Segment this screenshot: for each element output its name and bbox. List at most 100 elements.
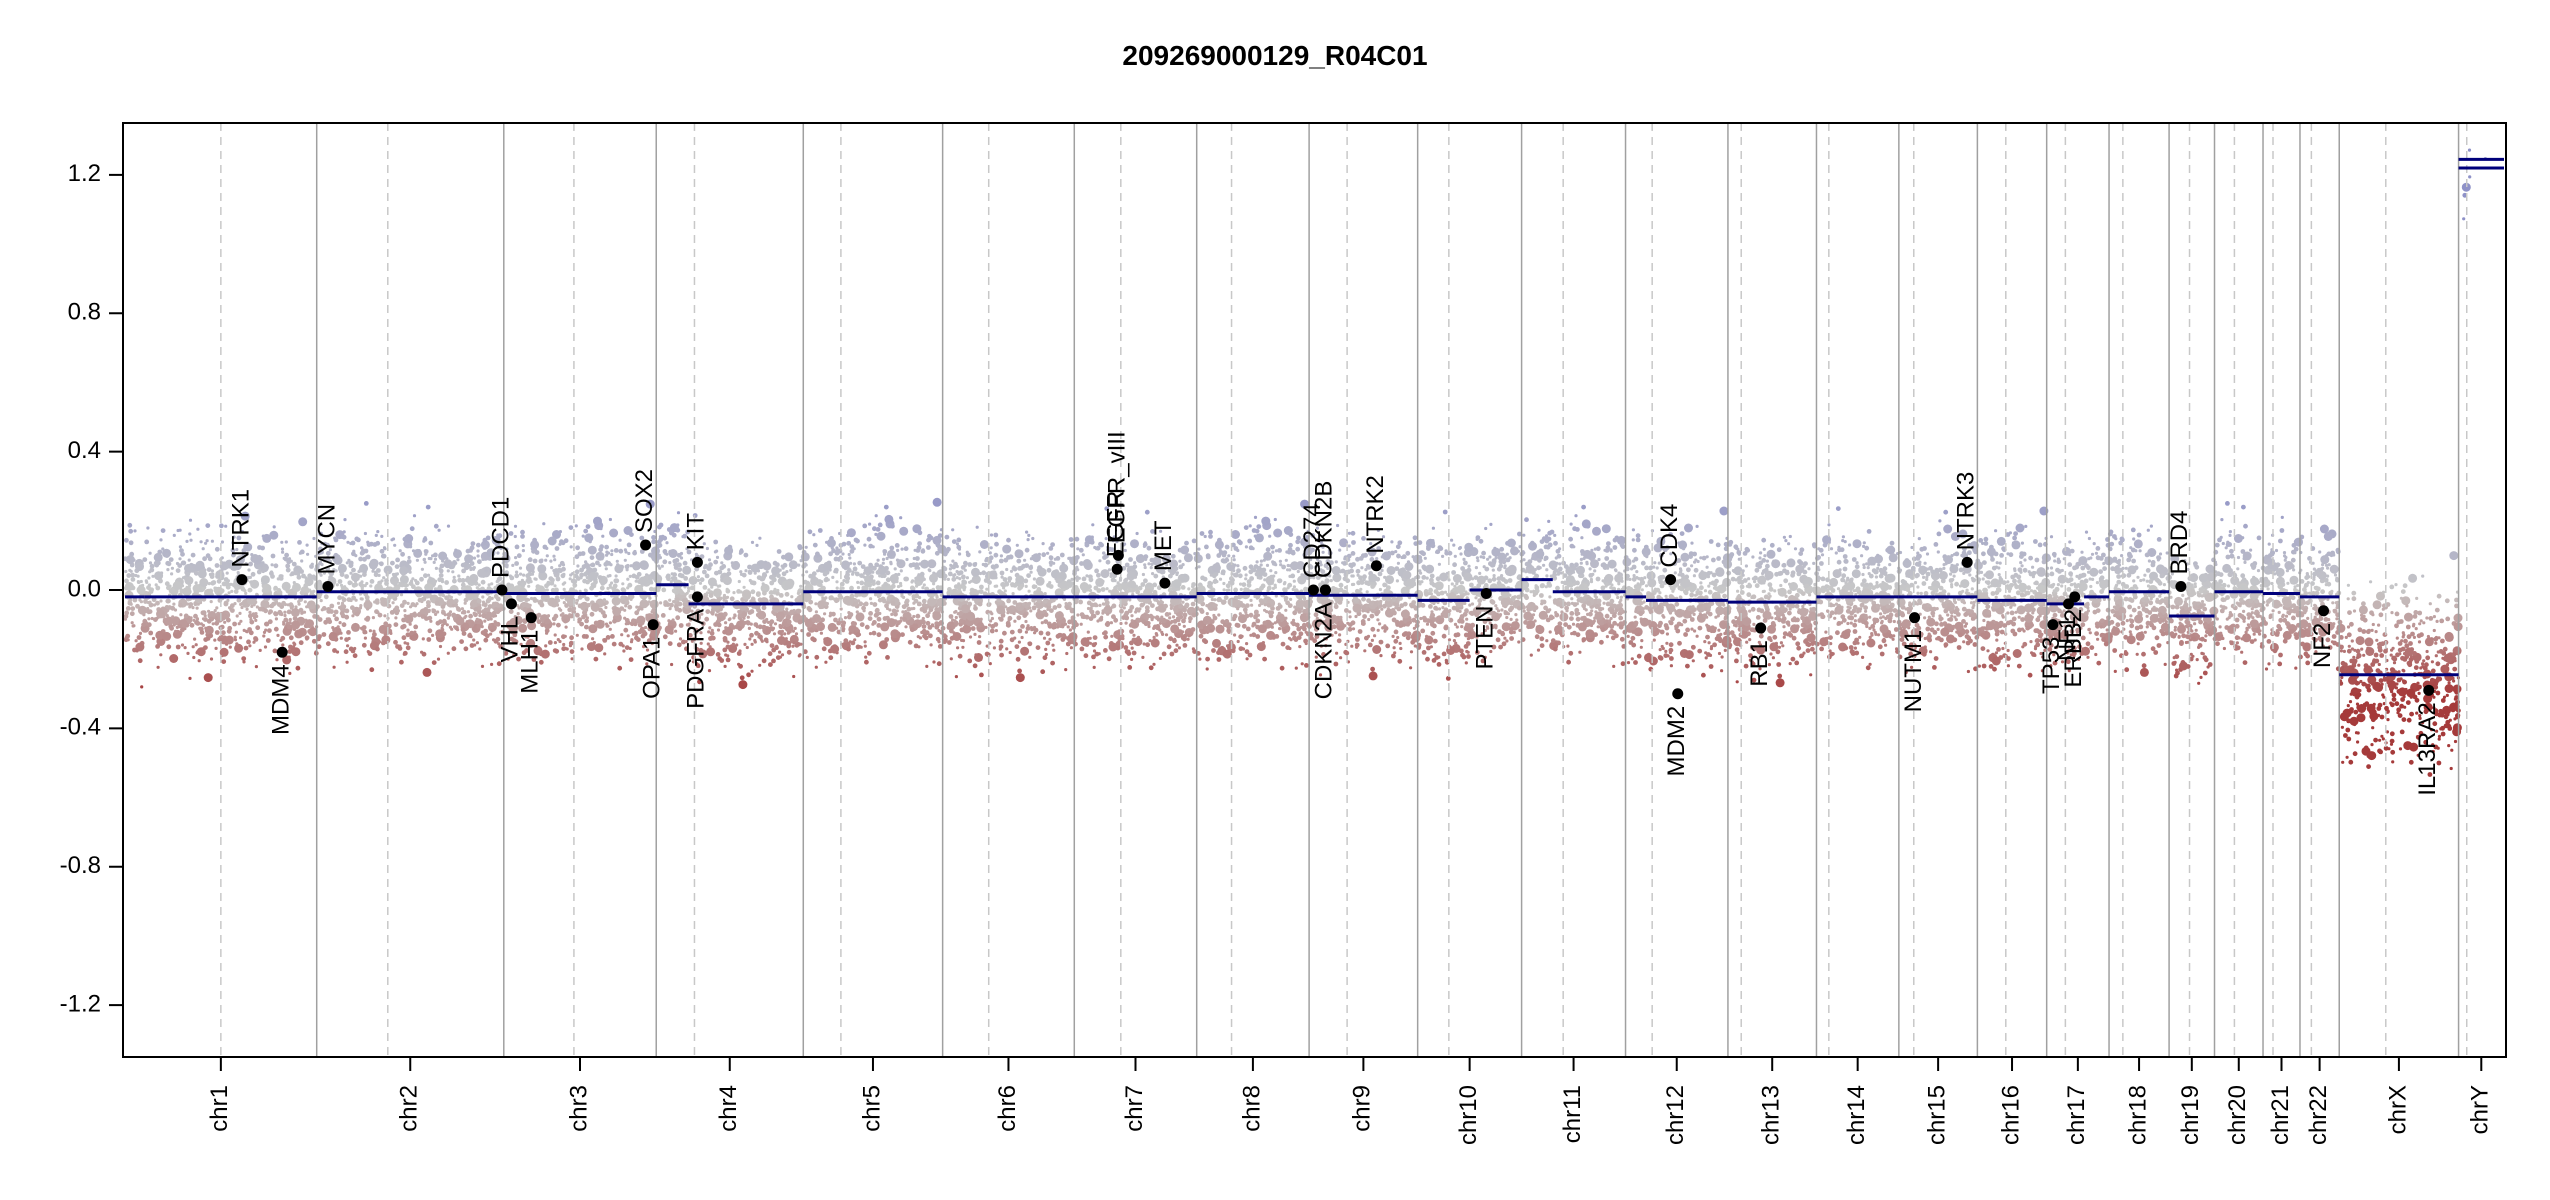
probe-point xyxy=(263,645,268,649)
probe-point xyxy=(540,558,544,562)
probe-point xyxy=(1217,613,1221,617)
probe-point xyxy=(1035,576,1045,586)
probe-point xyxy=(262,630,267,635)
probe-point xyxy=(983,562,989,568)
probe-point xyxy=(1146,582,1152,588)
probe-point xyxy=(711,612,715,616)
probe-point xyxy=(381,553,387,559)
probe-point xyxy=(1254,533,1264,543)
probe-point xyxy=(296,574,302,580)
probe-point xyxy=(599,585,605,591)
probe-point xyxy=(1091,642,1097,648)
probe-point xyxy=(423,549,427,553)
probe-point xyxy=(324,594,328,598)
probe-point xyxy=(265,638,271,643)
probe-point xyxy=(496,551,500,555)
probe-point xyxy=(872,565,877,571)
probe-point xyxy=(847,552,851,557)
probe-point xyxy=(1304,663,1309,668)
probe-point xyxy=(1153,573,1159,579)
probe-point xyxy=(428,540,434,546)
probe-point xyxy=(1103,634,1109,640)
probe-point xyxy=(862,575,866,579)
probe-point xyxy=(1173,637,1177,642)
probe-point xyxy=(935,585,941,590)
probe-point xyxy=(363,531,367,536)
probe-point xyxy=(274,617,278,621)
probe-point xyxy=(1182,607,1187,613)
probe-point xyxy=(825,602,830,606)
probe-point xyxy=(1241,582,1247,587)
probe-point xyxy=(437,528,441,532)
probe-point xyxy=(197,659,201,663)
probe-point xyxy=(519,572,523,576)
probe-point xyxy=(262,634,266,638)
probe-point xyxy=(346,540,350,544)
probe-point xyxy=(477,559,482,565)
probe-point xyxy=(1158,621,1163,625)
probe-point xyxy=(1275,606,1279,610)
probe-point xyxy=(714,613,718,617)
probe-point xyxy=(642,645,646,649)
probe-point xyxy=(135,642,145,652)
probe-point xyxy=(399,566,409,576)
probe-point xyxy=(957,653,963,659)
probe-point xyxy=(581,614,586,620)
probe-point xyxy=(124,569,128,574)
probe-point xyxy=(1190,589,1195,593)
probe-point xyxy=(136,580,141,585)
probe-point xyxy=(375,540,381,546)
probe-point xyxy=(297,602,301,606)
probe-point xyxy=(812,637,817,643)
probe-point xyxy=(1191,612,1197,618)
probe-point xyxy=(1068,556,1072,560)
probe-point xyxy=(864,624,870,630)
probe-point xyxy=(155,600,160,606)
probe-point xyxy=(1016,602,1021,608)
probe-point xyxy=(488,595,492,600)
probe-point xyxy=(763,573,768,578)
probe-point xyxy=(1233,587,1238,593)
probe-point xyxy=(1132,564,1138,570)
probe-point xyxy=(1285,622,1289,626)
probe-point xyxy=(328,548,332,552)
probe-point xyxy=(269,571,274,576)
probe-point xyxy=(1142,544,1146,549)
probe-point xyxy=(461,631,467,636)
probe-point xyxy=(175,568,181,573)
probe-point xyxy=(1177,629,1183,635)
probe-point xyxy=(1023,558,1027,562)
probe-point xyxy=(444,580,449,585)
probe-point xyxy=(574,524,578,528)
probe-point xyxy=(294,605,298,609)
probe-point xyxy=(1171,615,1176,619)
probe-point xyxy=(1137,618,1142,622)
probe-point xyxy=(1043,619,1049,624)
probe-point xyxy=(1105,587,1109,591)
probe-point xyxy=(946,625,952,630)
probe-point xyxy=(282,655,292,665)
probe-point xyxy=(1035,645,1041,650)
probe-point xyxy=(344,637,349,642)
probe-point xyxy=(625,620,631,626)
probe-point xyxy=(722,647,728,653)
probe-point xyxy=(876,616,882,622)
probe-point xyxy=(524,597,529,603)
probe-point xyxy=(890,583,896,589)
probe-point xyxy=(1106,612,1110,616)
probe-point xyxy=(446,616,450,620)
probe-point xyxy=(273,597,278,603)
probe-point xyxy=(328,632,338,642)
probe-point xyxy=(1070,635,1074,639)
probe-point xyxy=(575,601,579,605)
probe-point xyxy=(538,574,543,578)
probe-point xyxy=(1233,563,1237,567)
probe-point xyxy=(715,555,720,560)
probe-point xyxy=(791,629,796,633)
probe-point xyxy=(295,665,301,671)
probe-point xyxy=(489,632,493,636)
probe-point xyxy=(341,622,347,628)
probe-point xyxy=(454,548,458,552)
probe-point xyxy=(855,627,859,631)
probe-point xyxy=(231,552,236,558)
